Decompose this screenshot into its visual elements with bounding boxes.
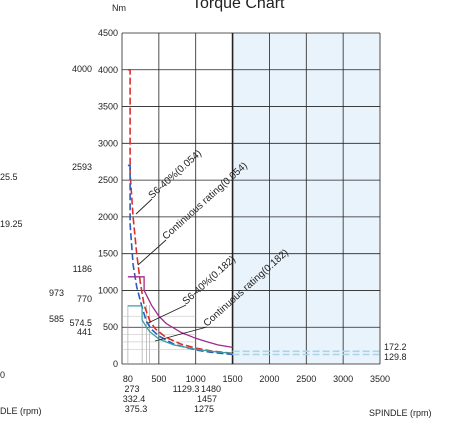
- y-tick-label: 3000: [98, 138, 118, 148]
- y-tick-label: 2000: [98, 212, 118, 222]
- x-annotation: 1275: [194, 404, 214, 414]
- x-tick-label: 3000: [333, 374, 353, 384]
- x-tick-label: 1000: [186, 374, 206, 384]
- annotation-leader: [137, 239, 167, 266]
- x-axis-label: SPINDLE (rpm): [369, 408, 432, 418]
- y-annotation: 441: [77, 327, 92, 337]
- right-annotation: 172.2: [384, 342, 407, 352]
- y-annotation: 770: [77, 294, 92, 304]
- y-annotation: 1186: [73, 264, 92, 274]
- x-tick-label: 2000: [259, 374, 279, 384]
- x-tick-label: 3500: [370, 374, 390, 384]
- y-annotation: 2593: [72, 162, 92, 172]
- y-annotation: 574.5: [69, 318, 92, 328]
- grid: [121, 32, 381, 365]
- y-annotation: 4000: [72, 64, 92, 74]
- annotation-leader: [135, 198, 153, 215]
- x-annotation: 273: [124, 384, 139, 394]
- annotation-leader: [154, 326, 208, 342]
- x-tick-label: 2500: [296, 374, 316, 384]
- x-tick-label: 1500: [223, 374, 243, 384]
- y-tick-label: 2500: [98, 175, 118, 185]
- x-annotation: 332.4: [123, 394, 146, 404]
- x-tick-label: 500: [151, 374, 166, 384]
- y-tick-label: 0: [113, 359, 118, 369]
- y-tick-label: 500: [103, 322, 118, 332]
- right-annotation: 129.8: [384, 352, 407, 362]
- clipped-label: 25.5: [0, 172, 18, 182]
- y-tick-label: 3500: [98, 102, 118, 112]
- clipped-label: 19.25: [0, 219, 23, 229]
- y-annotation: 585: [49, 314, 64, 324]
- x-tick-label: 80: [123, 374, 133, 384]
- series-line-0: [127, 69, 233, 355]
- series-lines: [127, 69, 380, 356]
- y-tick-label: 4500: [98, 28, 118, 38]
- series-line-1: [127, 164, 233, 356]
- series-line-3: [127, 305, 233, 355]
- tick-labels: 0 500 1000 1500 2000 2500 3000 3500 4000 4500 80 50…: [98, 28, 390, 384]
- series-line-2: [127, 276, 233, 349]
- x-annotation: 1129.3: [173, 384, 200, 394]
- x-annotation: 375.3: [125, 404, 148, 414]
- x-annotation: 1480: [201, 384, 221, 394]
- y-tick-label: 1000: [98, 285, 118, 295]
- y-annotation: 973: [49, 288, 64, 298]
- annotation-leader: [147, 304, 187, 324]
- y-tick-label: 4000: [98, 65, 118, 75]
- y-axis-label: Nm: [112, 3, 126, 13]
- y-tick-label: 1500: [98, 249, 118, 259]
- clipped-label: DLE (rpm): [0, 406, 42, 416]
- x-annotation: 1457: [197, 394, 217, 404]
- clipped-label: 0: [0, 370, 5, 380]
- chart-title: Torque Chart: [192, 0, 285, 12]
